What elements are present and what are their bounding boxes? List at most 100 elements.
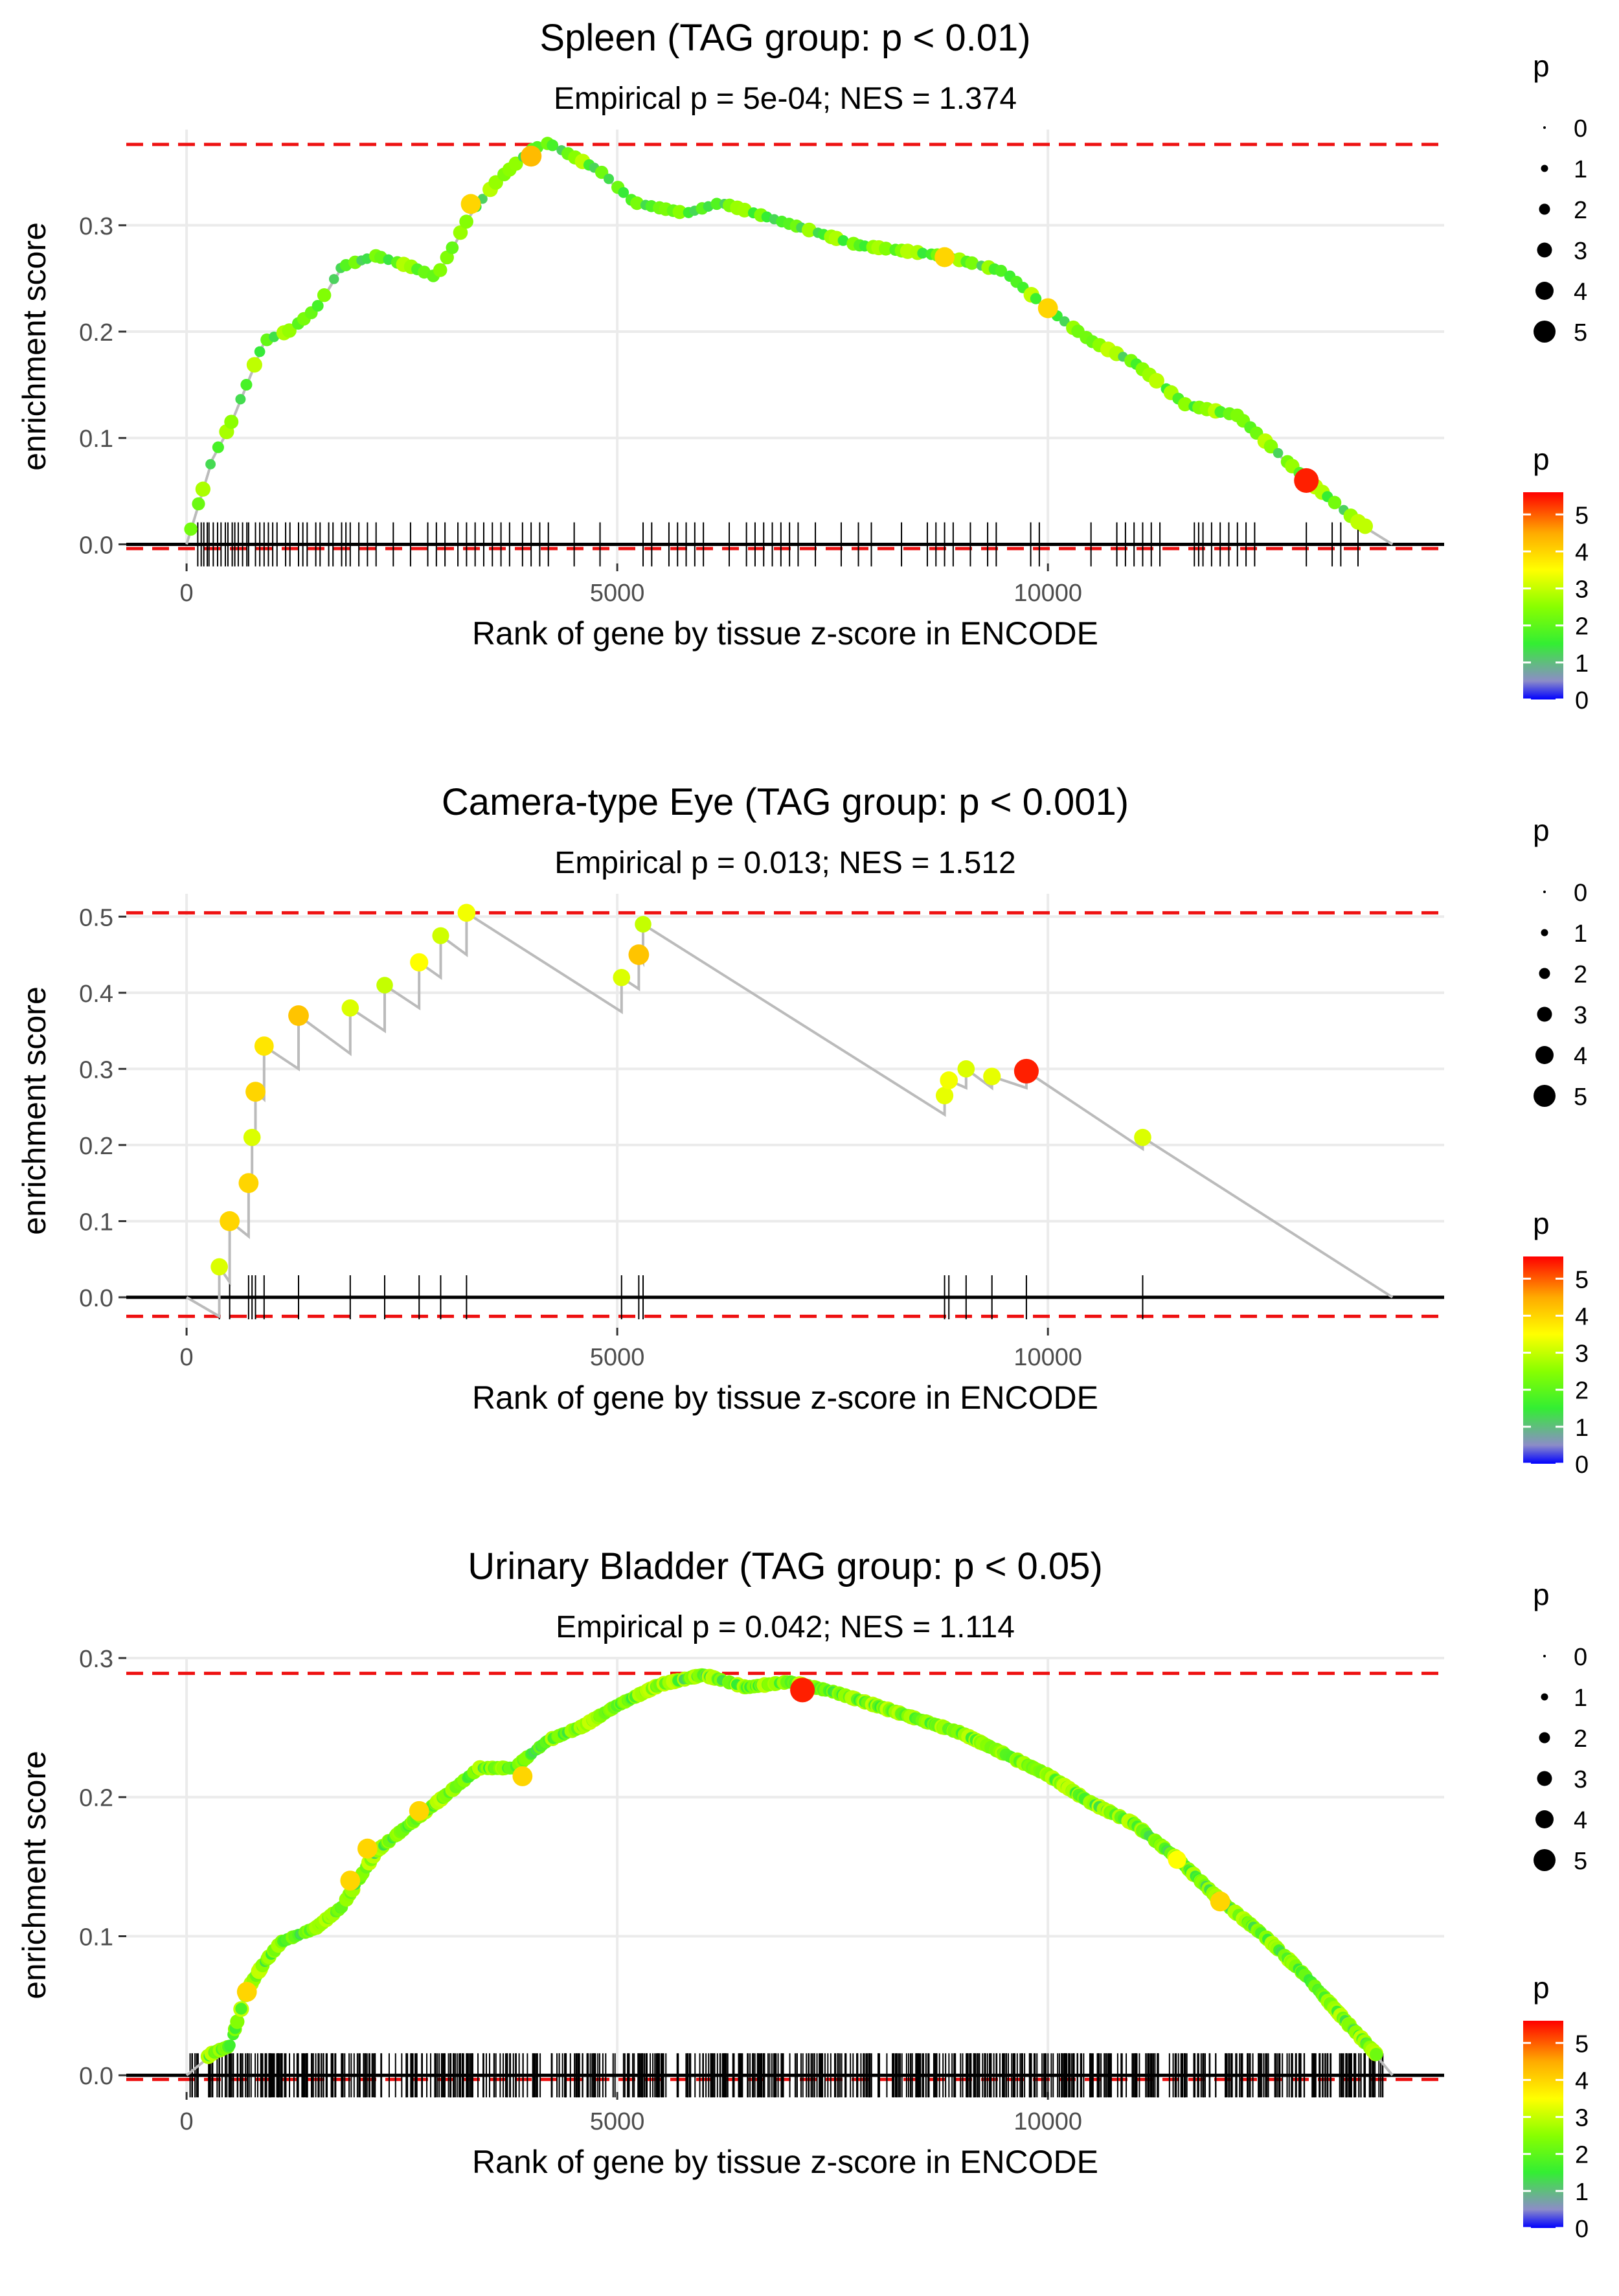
y-tick-label: 0.3 [79, 1056, 113, 1084]
color-legend-label: 1 [1575, 1415, 1589, 1442]
color-legend-label: 5 [1575, 2030, 1589, 2058]
x-tick-label: 0 [180, 1344, 194, 1371]
color-legend-title: p [1533, 1971, 1550, 2005]
data-point-highlight [1210, 1891, 1230, 1912]
gene-rug [189, 2053, 1384, 2098]
y-tick-label: 0.3 [79, 213, 113, 240]
y-axis-label: enrichment score [16, 986, 52, 1235]
data-point [205, 459, 216, 470]
color-legend-label: 5 [1575, 1266, 1589, 1293]
size-legend-dot [1535, 1810, 1554, 1828]
color-legend-label: 4 [1575, 2067, 1589, 2095]
size-legend-label: 3 [1574, 238, 1587, 265]
size-legend-dot [1534, 1849, 1556, 1871]
data-point [630, 196, 644, 210]
data-point-highlight [1168, 1850, 1186, 1869]
data-point [212, 441, 224, 453]
color-legend-label: 0 [1575, 2216, 1589, 2243]
size-legend-label: 0 [1574, 115, 1587, 142]
size-legend-label: 4 [1574, 1043, 1587, 1070]
color-legend-bar [1523, 492, 1563, 699]
chart-panel-urinary-bladder: Urinary Bladder (TAG group: p < 0.05) Emp… [0, 1529, 1619, 2293]
data-point [547, 139, 559, 152]
data-point [1013, 1058, 1039, 1084]
gene-rug [197, 522, 1359, 567]
data-point [195, 481, 211, 497]
data-point [341, 999, 359, 1017]
data-point-highlight [520, 145, 542, 167]
data-point-highlight [409, 1801, 429, 1821]
size-legend-dot [1543, 1655, 1546, 1657]
size-legend-dot [1537, 1006, 1552, 1022]
size-legend-label: 5 [1574, 1084, 1587, 1111]
data-point [1357, 518, 1374, 534]
chart-subtitle: Empirical p = 0.013; NES = 1.512 [554, 846, 1015, 880]
data-point [1177, 397, 1192, 412]
chart-subtitle: Empirical p = 5e-04; NES = 1.374 [554, 82, 1017, 116]
y-axis-label: enrichment score [16, 222, 52, 471]
gridlines [126, 1657, 1444, 2092]
size-legend-label: 4 [1574, 278, 1587, 306]
gene-rug [218, 1275, 1144, 1319]
x-tick-label: 10000 [1013, 1344, 1082, 1371]
data-point-highlight [1294, 468, 1319, 493]
data-point [245, 1082, 266, 1102]
size-legend-dot [1543, 891, 1546, 893]
y-tick-label: 0.3 [79, 1646, 113, 1673]
size-legend-label: 1 [1574, 1685, 1587, 1712]
data-point [224, 2040, 236, 2051]
data-point-highlight [357, 1838, 378, 1859]
size-legend-label: 1 [1574, 156, 1587, 183]
size-legend-label: 2 [1574, 197, 1587, 224]
data-point-highlight [934, 247, 955, 267]
size-legend-dot [1535, 1046, 1554, 1064]
y-tick-label: 0.0 [79, 2063, 113, 2090]
data-point [220, 1211, 240, 1231]
y-axis-label: enrichment score [16, 1751, 52, 1999]
x-tick-label: 5000 [590, 2108, 645, 2135]
data-point [446, 241, 459, 255]
size-legend-label: 5 [1574, 1848, 1587, 1875]
size-legend-title: p [1533, 1578, 1550, 1611]
size-legend-dot [1539, 1732, 1550, 1744]
color-legend-label: 3 [1575, 576, 1589, 604]
chart-urinary-bladder: Urinary Bladder (TAG group: p < 0.05) Emp… [16, 1545, 1589, 2243]
data-point [254, 346, 266, 358]
x-tick-label: 5000 [590, 580, 645, 607]
gridlines [126, 130, 1444, 563]
size-legend-label: 0 [1574, 1644, 1587, 1671]
data-point [288, 1005, 309, 1026]
enrichment-points [200, 1668, 1383, 2064]
color-legend-label: 4 [1575, 1303, 1589, 1330]
data-point [440, 250, 454, 265]
color-legend-label: 1 [1575, 2179, 1589, 2206]
color-legend-label: 0 [1575, 687, 1589, 714]
chart-spleen: Spleen (TAG group: p < 0.01) Empirical p … [16, 17, 1589, 714]
data-point [210, 1258, 228, 1276]
data-point [240, 378, 253, 391]
y-tick-label: 0.4 [79, 981, 113, 1008]
data-point [1328, 495, 1342, 510]
chart-camera-type-eye: Camera-type Eye (TAG group: p < 0.001) Em… [16, 781, 1589, 1479]
chart-title: Camera-type Eye (TAG group: p < 0.001) [442, 781, 1129, 823]
size-legend-label: 1 [1574, 920, 1587, 948]
data-point-highlight [340, 1870, 361, 1891]
data-point [965, 256, 979, 270]
data-point [1370, 2047, 1383, 2062]
x-tick-label: 0 [180, 580, 194, 607]
color-legend-bar [1523, 1256, 1563, 1464]
size-legend-dot [1539, 968, 1550, 979]
size-legend-dot [1541, 1693, 1548, 1701]
data-point [192, 497, 205, 511]
y-tick-label: 0.2 [79, 319, 113, 347]
x-axis-label: Rank of gene by tissue z-score in ENCODE [472, 1380, 1098, 1416]
y-tick-label: 0.2 [79, 1785, 113, 1812]
data-point [254, 1036, 274, 1056]
data-point [1059, 316, 1070, 327]
y-tick-label: 0.0 [79, 532, 113, 559]
data-point [459, 214, 473, 229]
data-point [238, 1173, 259, 1194]
color-legend-title: p [1533, 1207, 1550, 1240]
data-point [628, 944, 650, 965]
y-tick-label: 0.1 [79, 1924, 113, 1951]
